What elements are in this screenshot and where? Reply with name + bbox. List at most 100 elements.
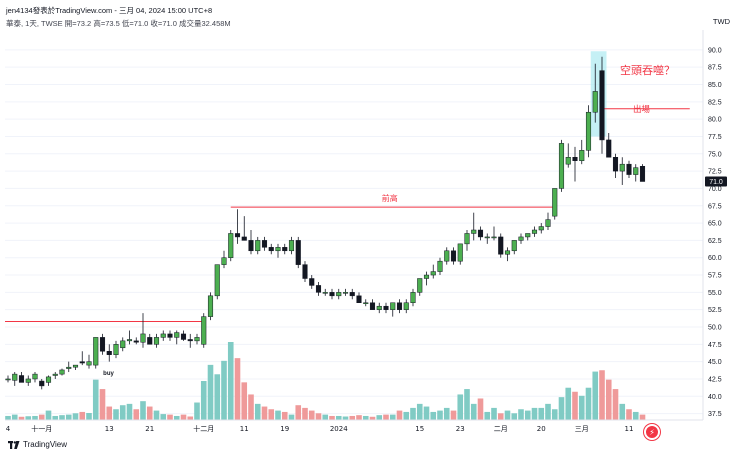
candle bbox=[160, 330, 166, 341]
volume-bar bbox=[403, 411, 410, 420]
candle bbox=[525, 233, 531, 241]
volume-bar bbox=[18, 416, 25, 420]
candle-body bbox=[255, 240, 261, 252]
candle-body bbox=[167, 333, 173, 338]
volume-bar bbox=[227, 342, 234, 420]
candle bbox=[221, 250, 227, 269]
volume-bar bbox=[376, 415, 383, 420]
candle bbox=[5, 375, 11, 383]
volume-bar bbox=[281, 411, 288, 420]
volume-bar bbox=[491, 407, 497, 420]
level-layer bbox=[5, 108, 690, 322]
candle-body bbox=[302, 264, 308, 279]
candle bbox=[511, 240, 517, 255]
candle bbox=[376, 302, 382, 314]
tradingview-logo[interactable]: TradingView bbox=[8, 440, 67, 449]
candle bbox=[585, 105, 592, 158]
candle-body bbox=[545, 219, 551, 227]
y-tick-label: 65.0 bbox=[708, 221, 722, 228]
candle-body bbox=[349, 292, 355, 297]
volume-bar bbox=[329, 415, 335, 420]
candle bbox=[336, 288, 342, 300]
volume-layer bbox=[5, 342, 646, 420]
volume-bar bbox=[126, 403, 133, 420]
volume-bar bbox=[612, 389, 619, 420]
y-tick-label: 52.5 bbox=[708, 307, 722, 314]
candle-body bbox=[106, 351, 112, 355]
candle bbox=[228, 230, 234, 262]
flash-icon[interactable]: ⚡ bbox=[644, 424, 660, 440]
currency-label[interactable]: TWD bbox=[712, 17, 730, 26]
candle bbox=[79, 351, 85, 366]
volume-bar bbox=[241, 382, 248, 420]
candle bbox=[120, 337, 126, 352]
volume-bar bbox=[92, 379, 99, 420]
y-tick-label: 50.0 bbox=[708, 325, 722, 332]
volume-bar bbox=[140, 401, 146, 420]
candle bbox=[106, 344, 112, 362]
volume-bar bbox=[518, 409, 524, 420]
candle-body bbox=[194, 337, 200, 342]
candle-body bbox=[201, 316, 207, 345]
candle bbox=[234, 209, 241, 244]
candle-body bbox=[39, 380, 45, 387]
volume-bar bbox=[180, 414, 187, 420]
volume-bar bbox=[268, 409, 275, 420]
candle bbox=[417, 278, 423, 296]
candle bbox=[410, 288, 416, 307]
candle bbox=[45, 375, 52, 386]
candle bbox=[309, 275, 315, 289]
volume-bar bbox=[565, 387, 572, 420]
volume-bar bbox=[592, 371, 599, 420]
candle-layer bbox=[5, 56, 646, 390]
volume-bar bbox=[599, 370, 605, 420]
volume-bar bbox=[302, 407, 308, 420]
candle bbox=[349, 288, 355, 300]
x-tick-label: 三月 bbox=[575, 425, 589, 433]
candle-body bbox=[275, 247, 281, 252]
candle bbox=[214, 264, 220, 300]
candle-body bbox=[552, 188, 558, 217]
candle bbox=[255, 236, 261, 255]
candle bbox=[180, 330, 187, 341]
candle-body bbox=[518, 236, 524, 241]
candle-body bbox=[282, 247, 288, 252]
candle-body bbox=[531, 229, 538, 234]
buy-label: buy bbox=[103, 371, 114, 377]
candle bbox=[66, 361, 72, 373]
candle-body bbox=[525, 233, 531, 238]
volume-bar bbox=[173, 415, 180, 420]
candle bbox=[464, 230, 470, 251]
volume-bar bbox=[234, 358, 241, 420]
candle bbox=[59, 368, 65, 376]
candle bbox=[288, 236, 295, 255]
candle-body bbox=[363, 302, 369, 304]
volume-bar bbox=[86, 413, 92, 420]
candle-body bbox=[66, 366, 72, 369]
candle-body bbox=[619, 163, 625, 172]
candle-body bbox=[126, 339, 133, 342]
last-price-label: 71.0 bbox=[709, 179, 723, 186]
volume-bar bbox=[511, 413, 518, 420]
candle-body bbox=[329, 292, 335, 297]
candle-body bbox=[639, 166, 646, 182]
candle-body bbox=[626, 163, 632, 175]
volume-bar bbox=[383, 414, 389, 420]
volume-bar bbox=[25, 416, 32, 420]
candle-body bbox=[248, 240, 254, 252]
volume-bar bbox=[396, 410, 403, 420]
candle-body bbox=[417, 278, 423, 293]
candle-body bbox=[99, 337, 106, 352]
y-tick-label: 75.0 bbox=[708, 151, 722, 158]
candle-body bbox=[322, 292, 328, 294]
volume-bar bbox=[626, 409, 632, 420]
volume-bar bbox=[457, 394, 464, 420]
candle-body bbox=[592, 91, 598, 113]
candle-body bbox=[484, 236, 490, 239]
candle bbox=[612, 153, 619, 179]
candle-body bbox=[153, 337, 160, 345]
candle-body bbox=[504, 250, 511, 255]
candle bbox=[403, 299, 409, 314]
y-tick-label: 37.5 bbox=[708, 411, 722, 418]
